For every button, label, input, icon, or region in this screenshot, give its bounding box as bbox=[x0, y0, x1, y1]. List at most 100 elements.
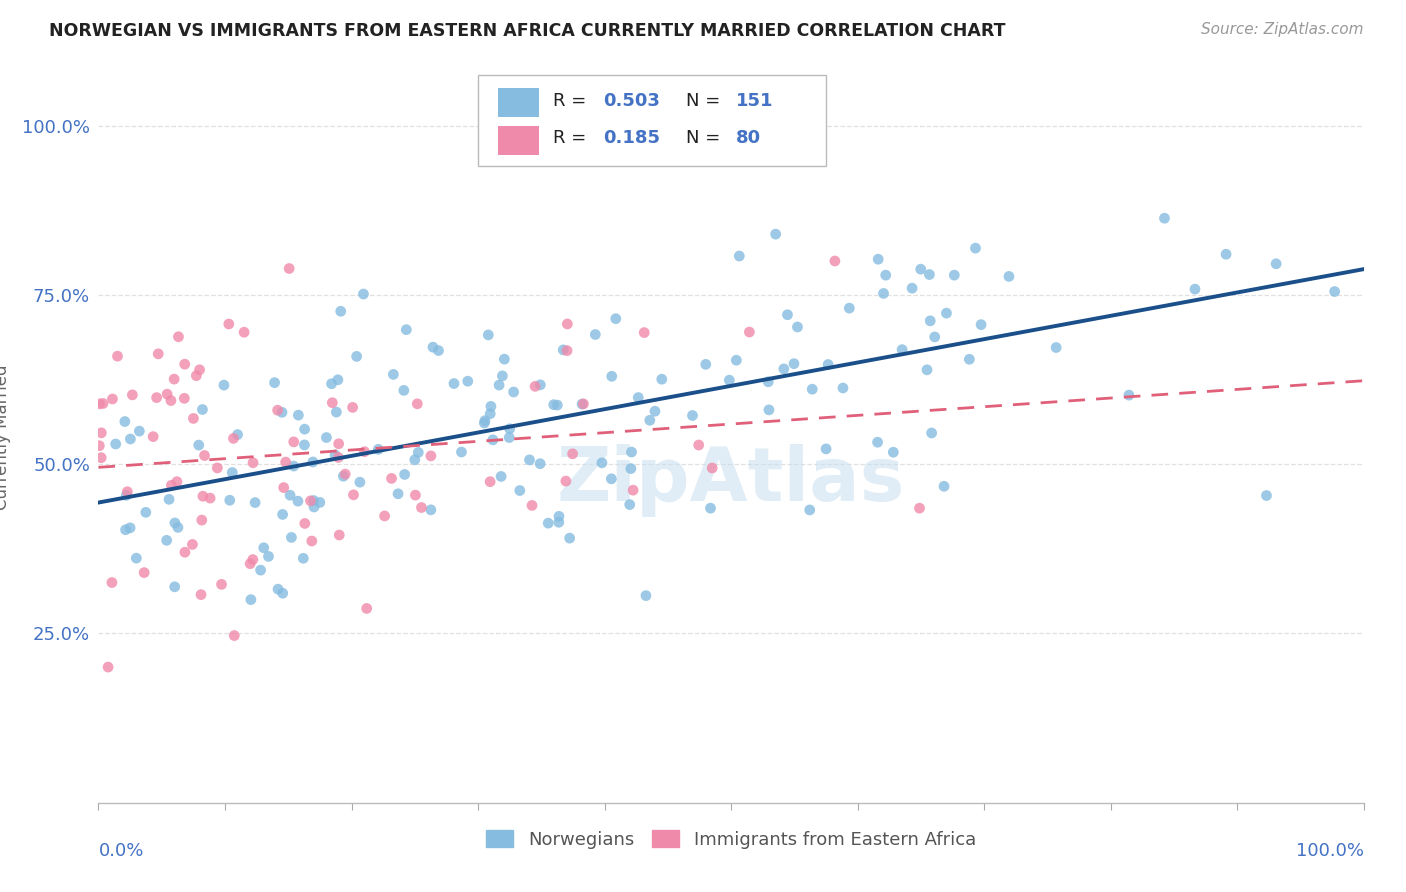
Point bbox=[553, 343, 575, 357]
FancyBboxPatch shape bbox=[498, 126, 538, 155]
Point bbox=[891, 343, 914, 357]
Point bbox=[537, 516, 560, 530]
Point bbox=[387, 487, 409, 501]
Point bbox=[695, 357, 717, 371]
Point bbox=[392, 384, 415, 398]
Point bbox=[868, 252, 890, 267]
Point bbox=[491, 368, 513, 383]
Point bbox=[901, 281, 924, 295]
Point bbox=[450, 445, 472, 459]
Point bbox=[718, 373, 741, 387]
Point bbox=[242, 456, 264, 470]
Point bbox=[233, 325, 256, 339]
Point bbox=[242, 552, 264, 566]
Point bbox=[163, 580, 186, 594]
Point bbox=[114, 415, 136, 429]
Point bbox=[1045, 341, 1067, 355]
Point bbox=[186, 368, 208, 383]
Point bbox=[457, 374, 479, 388]
Point bbox=[799, 503, 821, 517]
Point bbox=[283, 434, 305, 449]
Point bbox=[404, 488, 426, 502]
Point bbox=[621, 483, 644, 498]
Point bbox=[283, 458, 305, 473]
Point bbox=[89, 439, 111, 453]
Point bbox=[699, 501, 721, 516]
Text: 0.503: 0.503 bbox=[603, 92, 661, 110]
Point bbox=[382, 368, 405, 382]
Point bbox=[474, 414, 496, 428]
Point bbox=[292, 551, 315, 566]
Point bbox=[529, 457, 551, 471]
Point bbox=[328, 528, 350, 542]
Point bbox=[817, 358, 839, 372]
Point bbox=[619, 498, 641, 512]
Point bbox=[104, 437, 127, 451]
Point bbox=[915, 363, 938, 377]
Text: ZipAtlas: ZipAtlas bbox=[557, 444, 905, 517]
Point bbox=[728, 249, 751, 263]
Point bbox=[294, 422, 316, 436]
Point bbox=[783, 357, 806, 371]
Point bbox=[957, 352, 980, 367]
Point bbox=[765, 227, 787, 241]
Point bbox=[342, 488, 364, 502]
Point bbox=[394, 467, 416, 482]
Point bbox=[1323, 285, 1346, 299]
Point bbox=[249, 563, 271, 577]
Point bbox=[427, 343, 450, 358]
Point bbox=[308, 495, 330, 509]
Point bbox=[479, 400, 502, 414]
Point bbox=[824, 254, 846, 268]
Point bbox=[156, 533, 179, 548]
Point bbox=[335, 467, 357, 482]
Point bbox=[502, 384, 524, 399]
Point bbox=[142, 429, 165, 443]
Point bbox=[634, 589, 657, 603]
Point bbox=[943, 268, 966, 282]
Point bbox=[257, 549, 280, 564]
Point bbox=[918, 268, 941, 282]
Point bbox=[367, 442, 389, 457]
Point bbox=[638, 413, 661, 427]
Point bbox=[332, 469, 354, 483]
Point bbox=[299, 493, 322, 508]
Point bbox=[756, 375, 779, 389]
Point bbox=[167, 330, 190, 344]
Point bbox=[776, 308, 799, 322]
Text: 100.0%: 100.0% bbox=[1296, 842, 1364, 860]
Point bbox=[323, 448, 346, 462]
Point bbox=[221, 466, 243, 480]
Point bbox=[271, 586, 294, 600]
Point bbox=[924, 330, 946, 344]
Point bbox=[315, 431, 337, 445]
Point bbox=[326, 373, 349, 387]
Point bbox=[222, 431, 245, 445]
Point bbox=[406, 397, 429, 411]
Point bbox=[117, 484, 139, 499]
Point bbox=[302, 493, 325, 508]
Point bbox=[353, 444, 375, 458]
Point bbox=[278, 488, 301, 502]
Point bbox=[342, 401, 364, 415]
Point bbox=[404, 452, 426, 467]
Point bbox=[163, 372, 186, 386]
Point bbox=[191, 489, 214, 503]
Text: 0.0%: 0.0% bbox=[98, 842, 143, 860]
Text: R =: R = bbox=[553, 92, 592, 110]
Point bbox=[998, 269, 1021, 284]
Point bbox=[547, 516, 569, 530]
Point bbox=[494, 352, 516, 367]
Point bbox=[651, 372, 673, 386]
Text: N =: N = bbox=[686, 92, 725, 110]
Point bbox=[218, 493, 240, 508]
Point bbox=[148, 347, 170, 361]
Point bbox=[600, 369, 623, 384]
Point bbox=[443, 376, 465, 391]
Point bbox=[702, 461, 724, 475]
Point bbox=[499, 422, 522, 436]
Text: NORWEGIAN VS IMMIGRANTS FROM EASTERN AFRICA CURRENTLY MARRIED CORRELATION CHART: NORWEGIAN VS IMMIGRANTS FROM EASTERN AFR… bbox=[49, 22, 1005, 40]
Point bbox=[524, 379, 547, 393]
Point bbox=[572, 397, 595, 411]
Point bbox=[920, 314, 942, 328]
